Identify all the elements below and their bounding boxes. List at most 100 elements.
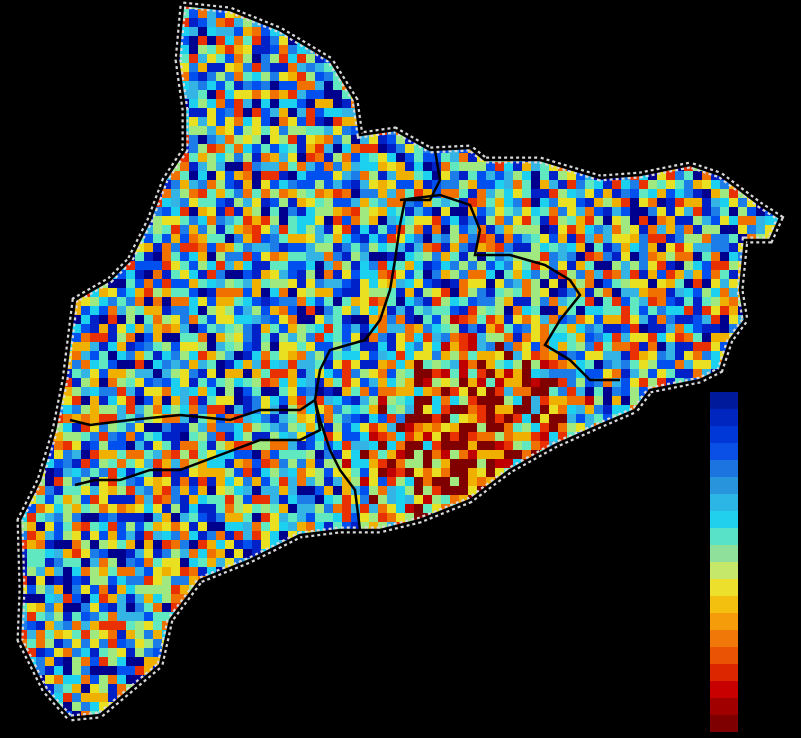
heat-cell	[567, 486, 576, 495]
heat-cell	[144, 153, 153, 162]
heat-cell	[72, 117, 81, 126]
heat-cell	[567, 342, 576, 351]
heat-cell	[432, 171, 441, 180]
heat-cell	[27, 477, 36, 486]
heat-cell	[162, 27, 171, 36]
heat-cell	[666, 234, 675, 243]
heat-cell	[36, 72, 45, 81]
heat-cell	[738, 189, 747, 198]
heat-cell	[450, 288, 459, 297]
heat-cell	[774, 405, 780, 414]
heat-cell	[270, 5, 279, 9]
heat-cell	[243, 450, 252, 459]
heat-cell	[351, 45, 360, 54]
heat-cell	[108, 171, 117, 180]
heat-cell	[135, 207, 144, 216]
heat-cell	[20, 135, 27, 144]
heat-cell	[333, 342, 342, 351]
heat-cell	[45, 189, 54, 198]
heat-cell	[432, 315, 441, 324]
heat-cell	[279, 378, 288, 387]
heat-cell	[396, 405, 405, 414]
heat-cell	[540, 216, 549, 225]
heat-cell	[297, 72, 306, 81]
heat-cell	[27, 108, 36, 117]
heat-cell	[20, 342, 27, 351]
heat-cell	[657, 324, 666, 333]
heat-cell	[351, 234, 360, 243]
heat-cell	[648, 252, 657, 261]
heat-cell	[423, 351, 432, 360]
heat-cell	[504, 189, 513, 198]
heat-cell	[576, 351, 585, 360]
heat-cell	[720, 5, 729, 9]
heat-cell	[423, 459, 432, 468]
heat-cell	[261, 81, 270, 90]
heat-cell	[423, 252, 432, 261]
heat-cell	[495, 324, 504, 333]
heat-cell	[342, 144, 351, 153]
heat-cell	[99, 135, 108, 144]
heat-cell	[693, 495, 702, 504]
heat-cell	[666, 117, 675, 126]
heat-cell	[99, 288, 108, 297]
heat-cell	[216, 378, 225, 387]
heat-cell	[342, 486, 351, 495]
heat-cell	[288, 297, 297, 306]
heat-cell	[252, 63, 261, 72]
heat-cell	[477, 306, 486, 315]
heat-cell	[135, 279, 144, 288]
heat-cell	[450, 459, 459, 468]
heat-cell	[81, 297, 90, 306]
heat-cell	[612, 81, 621, 90]
heat-cell	[306, 270, 315, 279]
heat-cell	[225, 72, 234, 81]
heat-cell	[270, 351, 279, 360]
heat-cell	[198, 81, 207, 90]
heat-cell	[630, 144, 639, 153]
heat-cell	[315, 387, 324, 396]
heat-cell	[108, 333, 117, 342]
heat-cell	[504, 54, 513, 63]
heat-cell	[207, 306, 216, 315]
heat-cell	[774, 252, 780, 261]
heat-cell	[675, 459, 684, 468]
heat-cell	[774, 387, 780, 396]
heat-cell	[765, 144, 774, 153]
heat-cell	[207, 459, 216, 468]
heat-cell	[378, 477, 387, 486]
heat-cell	[756, 81, 765, 90]
heat-cell	[369, 153, 378, 162]
heat-cell	[405, 387, 414, 396]
heat-cell	[117, 405, 126, 414]
heat-cell	[477, 315, 486, 324]
heat-cell	[684, 36, 693, 45]
heat-cell	[387, 360, 396, 369]
heat-cell	[162, 189, 171, 198]
heat-cell	[450, 9, 459, 18]
heat-cell	[576, 486, 585, 495]
heat-cell	[756, 189, 765, 198]
heat-cell	[783, 396, 792, 405]
heat-cell	[504, 207, 513, 216]
heat-cell	[288, 432, 297, 441]
heat-cell	[513, 288, 522, 297]
heat-cell	[153, 27, 162, 36]
heat-cell	[306, 5, 315, 9]
heat-cell	[126, 414, 135, 423]
heat-cell	[513, 387, 522, 396]
heat-cell	[675, 414, 684, 423]
heat-cell	[720, 27, 729, 36]
heat-cell	[126, 423, 135, 432]
heat-cell	[108, 342, 117, 351]
heat-cell	[0, 36, 9, 45]
heat-cell	[216, 477, 225, 486]
heat-cell	[279, 450, 288, 459]
heat-cell	[774, 153, 780, 162]
heat-cell	[270, 387, 279, 396]
heat-cell	[387, 288, 396, 297]
heat-cell	[324, 9, 333, 18]
heat-cell	[720, 153, 729, 162]
heat-cell	[261, 441, 270, 450]
